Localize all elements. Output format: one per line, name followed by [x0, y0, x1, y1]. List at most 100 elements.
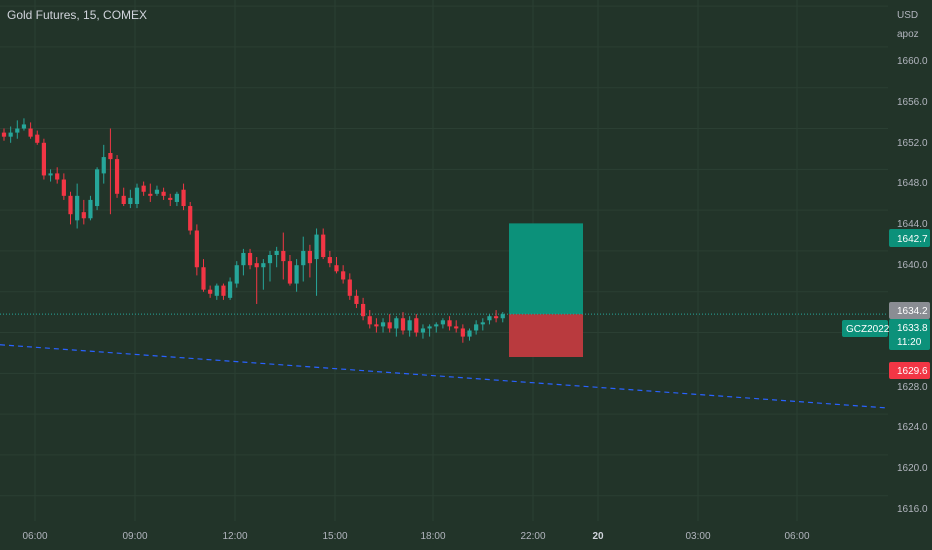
candle-body [247, 252, 253, 266]
time-label: 15:00 [322, 531, 347, 542]
trendline-segment[interactable] [0, 344, 889, 409]
symbol-text: GCZ2022 [846, 324, 890, 335]
candle-body [434, 324, 439, 327]
candle-body [380, 322, 386, 327]
chart-title: Gold Futures, 15, COMEX [7, 8, 148, 22]
candle-body [48, 173, 53, 176]
candle-body [188, 206, 193, 231]
candle-body [460, 328, 465, 337]
candle-body [15, 128, 20, 133]
price-label: 1624.0 [897, 422, 928, 433]
candle-body [181, 189, 186, 207]
candles-group [1, 118, 505, 343]
candle-body [487, 316, 492, 321]
candle-body [228, 281, 233, 298]
price-label: 1620.0 [897, 463, 928, 474]
time-label: 06:00 [22, 531, 47, 542]
candle-body [128, 197, 133, 204]
price-label: 1656.0 [897, 97, 928, 108]
time-label: 22:00 [520, 531, 545, 542]
candle-body [95, 169, 100, 207]
loss-zone[interactable] [509, 314, 583, 357]
candle-body [75, 195, 80, 221]
candle-body [8, 132, 13, 137]
candle-body [327, 257, 332, 264]
candle-body [414, 318, 419, 333]
trendline[interactable] [0, 344, 889, 409]
candle-body [407, 320, 412, 331]
price-label: 1616.0 [897, 504, 928, 515]
price-label: 1640.0 [897, 260, 928, 271]
candle-body [101, 157, 106, 174]
candle-body [214, 285, 219, 296]
candle-body [234, 265, 239, 284]
candle-body [241, 252, 246, 266]
candle-body [301, 250, 306, 266]
price-label: 1652.0 [897, 138, 928, 149]
time-label: 09:00 [122, 531, 147, 542]
candle-body [154, 189, 160, 194]
candle-body [480, 322, 485, 325]
time-label: 03:00 [685, 531, 710, 542]
target-price-text: 1642.7 [897, 234, 928, 245]
price-label: 1648.0 [897, 178, 928, 189]
candle-body [274, 250, 279, 255]
candle-body [454, 326, 459, 329]
candle-body [68, 195, 73, 215]
candle-body [55, 173, 60, 180]
candle-body [108, 153, 113, 160]
price-label: 1660.0 [897, 56, 928, 67]
candle-body [427, 326, 432, 329]
candle-body [420, 328, 426, 333]
candle-body [334, 265, 339, 272]
time-label: 12:00 [222, 531, 247, 542]
stop-price-tag: 1629.6 [889, 362, 930, 379]
candle-body [201, 267, 206, 290]
time-scale[interactable]: 06:00 09:00 12:00 15:00 18:00 22:00 20 0… [0, 521, 888, 550]
candle-body [374, 324, 379, 327]
unit-label: apoz [897, 29, 919, 40]
candle-body [61, 179, 66, 196]
candle-body [134, 187, 140, 204]
candle-body [41, 142, 46, 176]
candle-body [28, 128, 33, 137]
candle-body [267, 255, 273, 264]
symbol-tag: GCZ2022 [842, 320, 890, 337]
candle-body [354, 295, 359, 304]
price-label: 1644.0 [897, 219, 928, 230]
candle-body [174, 193, 179, 202]
candle-body [474, 324, 479, 331]
candle-body [467, 330, 472, 337]
candle-body [361, 303, 366, 317]
profit-zone[interactable] [509, 223, 583, 315]
countdown-text: 11:20 [897, 337, 922, 348]
price-scale-background [888, 0, 932, 550]
chart-grid [0, 0, 888, 521]
position-tool[interactable] [509, 223, 583, 357]
prev-close-tag: 1634.2 [889, 302, 930, 319]
candle-body [121, 195, 126, 204]
candle-body [440, 320, 445, 325]
candle-body [141, 185, 146, 192]
prev-close-text: 1634.2 [897, 306, 928, 317]
last-price-tag: 1633.8 11:20 [889, 319, 930, 350]
time-label: 06:00 [784, 531, 809, 542]
candle-body [314, 234, 319, 260]
candle-body [208, 289, 213, 294]
stop-price-text: 1629.6 [897, 366, 928, 377]
price-scale[interactable]: USD apoz 1660.0 1656.0 1652.0 1648.0 164… [888, 0, 932, 550]
time-label: 18:00 [420, 531, 445, 542]
candle-body [1, 132, 7, 137]
date-label: 20 [592, 531, 604, 542]
candle-body [88, 199, 93, 219]
target-price-tag: 1642.7 [889, 229, 930, 247]
candle-body [321, 234, 326, 258]
candle-body [114, 159, 120, 194]
candle-body [161, 191, 166, 196]
time-scale-background [0, 521, 888, 550]
candle-body [294, 265, 299, 284]
candle-body [148, 193, 153, 196]
last-price-text: 1633.8 [897, 323, 928, 334]
